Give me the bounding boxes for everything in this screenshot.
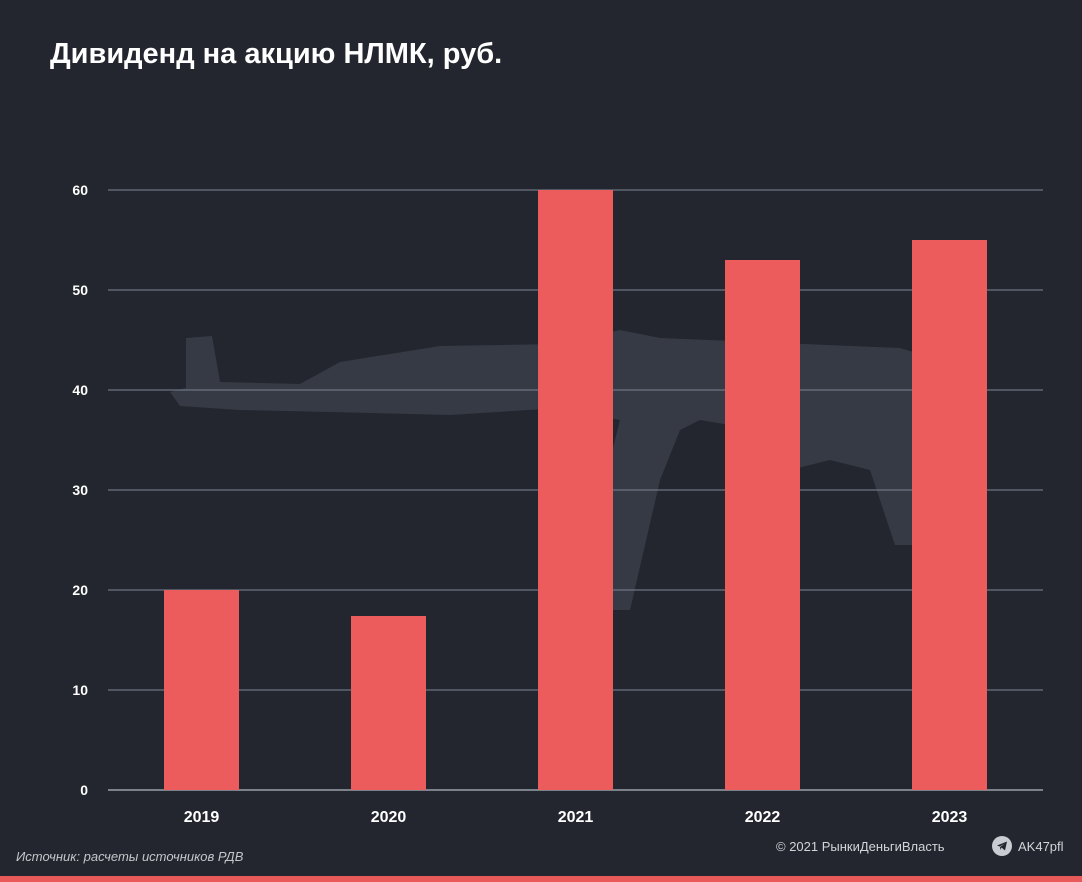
y-axis-ticks: 0 10 20 30 40 50 60 [72, 182, 88, 798]
chart-title: Дивиденд на акцию НЛМК, руб. [50, 38, 503, 70]
y-tick-label: 50 [72, 282, 88, 298]
bar-2023 [912, 240, 987, 790]
bars [164, 190, 987, 790]
bar-2022 [725, 260, 800, 790]
x-tick-label: 2019 [184, 809, 220, 826]
bar-2021 [538, 190, 613, 790]
y-tick-label: 30 [72, 482, 88, 498]
x-tick-label: 2020 [371, 809, 407, 826]
bar-2019 [164, 590, 239, 790]
accent-strip [0, 876, 1082, 882]
y-tick-label: 60 [72, 182, 88, 198]
y-tick-label: 40 [72, 382, 88, 398]
y-tick-label: 20 [72, 582, 88, 598]
x-tick-label: 2023 [932, 809, 968, 826]
x-tick-label: 2021 [558, 809, 594, 826]
y-tick-label: 0 [80, 782, 88, 798]
copyright-text: © 2021 РынкиДеньгиВласть [776, 839, 945, 854]
x-tick-label: 2022 [745, 809, 781, 826]
x-axis-ticks: 2019 2020 2021 2022 2023 [184, 809, 968, 826]
channel-tag[interactable]: AK47pfl [992, 836, 1064, 856]
source-note: Источник: расчеты источников РДВ [16, 849, 244, 864]
y-tick-label: 10 [72, 682, 88, 698]
bar-2020 [351, 616, 426, 790]
channel-name: AK47pfl [1018, 838, 1064, 854]
telegram-icon [992, 836, 1012, 856]
